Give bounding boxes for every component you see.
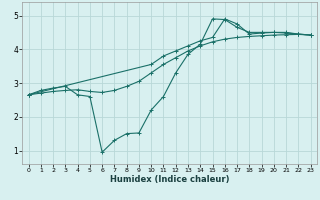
X-axis label: Humidex (Indice chaleur): Humidex (Indice chaleur) [110,175,229,184]
